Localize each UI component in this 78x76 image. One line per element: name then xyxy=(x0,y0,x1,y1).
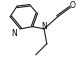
Text: N: N xyxy=(41,22,47,31)
Text: O: O xyxy=(69,1,75,10)
Text: N: N xyxy=(12,29,17,38)
